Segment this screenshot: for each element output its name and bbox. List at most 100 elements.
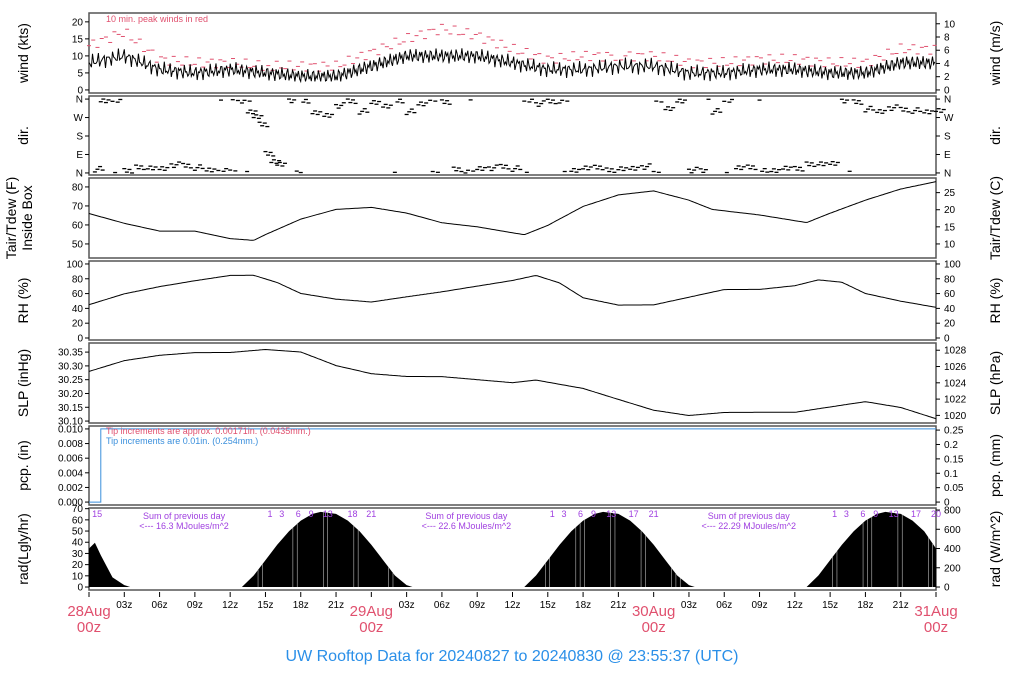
ytick-label: 50	[72, 527, 84, 538]
ytick-right-label: 20	[944, 205, 956, 216]
xtick-label: 09z	[751, 600, 767, 611]
local-hour-label: 13	[323, 509, 333, 519]
peak-note: 10 min. peak winds in red	[106, 14, 208, 24]
xtick-label: 12z	[787, 600, 803, 611]
wind-line	[88, 48, 936, 84]
y-axis-label-right: rad (W/m^2)	[987, 511, 1003, 588]
xtick-label: 06z	[152, 600, 168, 611]
ytick-right-label: 1022	[944, 395, 967, 406]
ytick-right-label: 0.05	[944, 483, 964, 494]
slp-line	[88, 348, 937, 420]
ytick-label: 0	[77, 334, 83, 345]
y-axis-label-right: Tair/Tdew (C)	[987, 176, 1003, 260]
local-hour-label: 18	[347, 509, 357, 519]
y-axis-label: rad(Lgly/hr)	[15, 513, 31, 585]
xtick-label: 21z	[328, 600, 344, 611]
day-label: 28Aug	[67, 603, 110, 620]
local-hour-label: 1	[550, 509, 555, 519]
ytick-right-label: 0	[944, 498, 950, 509]
xtick-label: 15z	[540, 600, 556, 611]
ytick-right-label: 600	[944, 525, 961, 536]
ytick-right-label: 1020	[944, 411, 967, 422]
local-hour-label: 9	[309, 509, 314, 519]
y-axis-label-right: pcp. (mm)	[987, 434, 1003, 497]
tair-panel: 50 60 70 80 10 15 20 25 Tair/Tdew (F) Inside Box T…	[3, 176, 1003, 260]
day-label: 31Aug	[914, 603, 957, 620]
ytick-label: 30.30	[58, 361, 83, 372]
ytick-label: 20	[72, 17, 84, 28]
ytick-label: 5	[77, 68, 83, 79]
local-hour-label: 9	[873, 509, 878, 519]
xtick-label: 15z	[257, 600, 273, 611]
local-hour-label: 3	[562, 509, 567, 519]
local-hour-label: 6	[860, 509, 865, 519]
ytick-label: 50	[72, 239, 84, 250]
xtick-label: 06z	[716, 600, 732, 611]
xtick-label: 15z	[822, 600, 838, 611]
ytick-label: 80	[72, 274, 84, 285]
ytick-label: N	[76, 168, 83, 179]
sum-value: <--- 22.6 MJoules/m^2	[422, 521, 512, 531]
ytick-label: 30.35	[58, 348, 83, 359]
ytick-label: 20	[72, 560, 84, 571]
ytick-label: 60	[72, 220, 84, 231]
y-axis-label: Inside Box	[19, 185, 35, 250]
ytick-right-label: 25	[944, 188, 956, 199]
pcp-line	[89, 428, 936, 503]
ytick-right-label: 4	[944, 59, 950, 70]
ytick-label: 10	[72, 571, 84, 582]
y-axis-label-right: wind (m/s)	[987, 21, 1003, 87]
local-hour-label: 6	[296, 509, 301, 519]
tair-frame	[88, 177, 937, 259]
ytick-label: 0	[77, 583, 83, 594]
ytick-right-label: 6	[944, 46, 950, 57]
ytick-right-label: 1028	[944, 346, 967, 357]
rh-frame	[88, 260, 937, 341]
ytick-right-label: N	[944, 95, 951, 106]
rh-panel: 0 20 40 60 80 100 0 20 40 60 80 100 RH (%) RH (%)	[15, 259, 1003, 344]
xtick-label: 03z	[681, 600, 697, 611]
ytick-right-label: 2	[944, 72, 950, 83]
ytick-right-label: 20	[944, 319, 956, 330]
ytick-label: 40	[72, 538, 84, 549]
y-axis-label-right: RH (%)	[987, 278, 1003, 324]
ytick-right-label: 0.1	[944, 469, 958, 480]
ytick-label: 0.000	[58, 498, 83, 509]
sum-value: <--- 22.29 MJoules/m^2	[701, 521, 796, 531]
ytick-right-label: 8	[944, 32, 950, 43]
day-hour-label: 00z	[924, 619, 948, 636]
ytick-right-label: 1024	[944, 378, 967, 389]
ytick-right-label: 15	[944, 222, 956, 233]
ytick-label: 60	[72, 515, 84, 526]
ytick-right-label: 1026	[944, 362, 967, 373]
ytick-right-label: 0.2	[944, 440, 958, 451]
ytick-label: 40	[72, 304, 84, 315]
sum-label: Sum of previous day	[708, 511, 791, 521]
local-hour-label: 21	[649, 509, 659, 519]
ytick-label: 30.15	[58, 403, 83, 414]
local-hour-label: 17	[911, 509, 921, 519]
ytick-right-label: W	[944, 113, 954, 124]
y-axis-label: wind (kts)	[15, 23, 31, 84]
ytick-label: 80	[72, 182, 84, 193]
ytick-right-label: 40	[944, 304, 956, 315]
y-axis-label: pcp. (in)	[15, 440, 31, 491]
ytick-right-label: 10	[944, 239, 956, 250]
xtick-label: 09z	[187, 600, 203, 611]
ytick-label: 15	[72, 34, 84, 45]
local-hour-label: 13	[889, 509, 899, 519]
ytick-label: 0.006	[58, 454, 83, 465]
xtick-label: 12z	[504, 600, 520, 611]
ytick-label: E	[76, 150, 83, 161]
xtick-label: 03z	[399, 600, 415, 611]
y-axis-label-right: SLP (hPa)	[987, 351, 1003, 415]
ytick-right-label: 0	[944, 583, 950, 594]
ytick-label: 60	[72, 289, 84, 300]
ytick-right-label: 100	[944, 259, 961, 270]
dir-frame	[88, 95, 937, 176]
ytick-label: 20	[72, 319, 84, 330]
local-hour-label: 15	[92, 509, 102, 519]
ytick-right-label: S	[944, 132, 951, 143]
wind-panel: 0 5 10 15 20 0 2 4 6 8 10 wind (kts) wind (m/s) 10 mi…	[15, 12, 1003, 96]
ytick-label: 30.10	[58, 417, 83, 428]
